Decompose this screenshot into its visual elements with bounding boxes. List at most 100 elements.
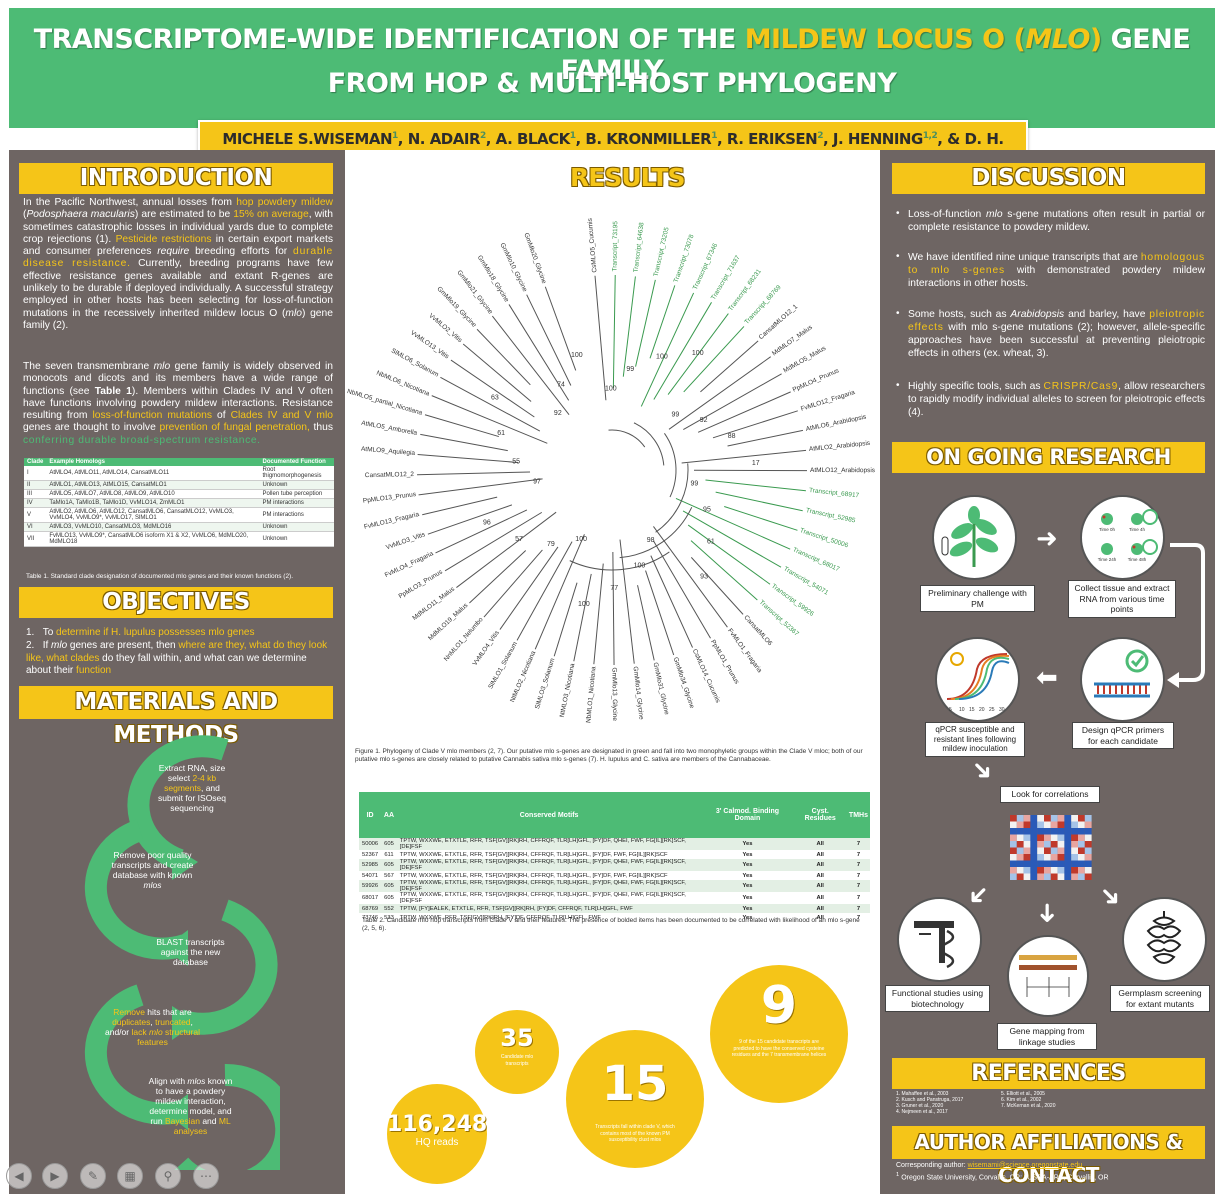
- table-cell: VII: [24, 531, 47, 547]
- support-value: 100: [605, 385, 617, 392]
- motif-table-header: ID: [359, 792, 382, 838]
- heatmap-cell: [1010, 867, 1017, 874]
- method-step-3: BLAST transcripts against the new databa…: [156, 937, 225, 967]
- title-highlight-end: ): [1089, 24, 1102, 55]
- table-cell: Root thigmomorphogenesis: [259, 466, 334, 481]
- heatmap-cell: [1064, 815, 1072, 822]
- qpcr-label: qPCR susceptible and resistant lines fol…: [925, 722, 1025, 757]
- zoom-icon[interactable]: ⚲: [155, 1163, 181, 1189]
- heatmap-cell: [1057, 847, 1065, 854]
- methods-arrow-2: [84, 819, 189, 960]
- stat-candidates: 35 Candidate mlo transcripts: [475, 1010, 559, 1094]
- heatmap-cell: [1050, 828, 1058, 835]
- heatmap-cell: [1030, 873, 1038, 880]
- slides-icon[interactable]: ▦: [117, 1163, 143, 1189]
- authors-bar: MICHELE S.WISEMAN1, N. ADAIR2, A. BLACK1…: [198, 120, 1028, 179]
- biotech-icon: [897, 897, 982, 982]
- heatmap-cell: [1010, 834, 1017, 841]
- heatmap-cell: [1064, 854, 1072, 861]
- tree-leaf-label: AtMLO12_Arabidopsis: [809, 466, 876, 474]
- tree-branch: [653, 526, 728, 628]
- table-cell: Pollen tube perception: [259, 489, 334, 499]
- heatmap-cell: [1084, 867, 1092, 874]
- table-cell: AtMLO4, AtMLO11, AtMLO14, CansatMLO11: [46, 466, 260, 481]
- motif-table-header: AA: [381, 792, 397, 838]
- support-value: 99: [690, 480, 698, 487]
- previous-icon[interactable]: ◀: [6, 1163, 32, 1189]
- tree-branch: [450, 359, 535, 418]
- method-step-5: Align with mlos known to have a powdery …: [148, 1076, 233, 1136]
- heatmap-cell: [1044, 860, 1051, 867]
- heatmap-cell: [1030, 821, 1038, 828]
- tree-branch: [675, 497, 791, 550]
- heatmap-cell: [1050, 815, 1058, 822]
- tree-leaf-label: Transcript_73195: [611, 221, 620, 272]
- support-value: 79: [547, 541, 555, 548]
- time-label-1: Time 4h: [1129, 527, 1146, 532]
- table-cell: 52985: [359, 859, 382, 871]
- heatmap-cell: [1078, 860, 1085, 867]
- methods-heading: MATERIALS AND METHODS: [19, 686, 333, 748]
- heatmap-cell: [1078, 847, 1085, 854]
- heatmap-cell: [1078, 815, 1085, 822]
- email-link[interactable]: wisemami@science.oregonstate.edu: [967, 1162, 1083, 1169]
- tree-branch: [499, 546, 559, 630]
- more-icon[interactable]: ⋯: [193, 1163, 219, 1189]
- title-highlight: MILDEW LOCUS O (: [744, 24, 1026, 55]
- support-value: 99: [672, 412, 680, 419]
- methods-arrowhead-4: [164, 1094, 188, 1130]
- discussion-bullet-3-marker: •: [896, 308, 900, 319]
- table-cell: All: [793, 838, 847, 850]
- heatmap-cell: [1037, 821, 1044, 828]
- discussion-bullet-4-marker: •: [896, 380, 900, 391]
- support-value: 100: [578, 601, 590, 608]
- heatmap-cell: [1064, 841, 1072, 848]
- heatmap-cell: [1071, 815, 1078, 822]
- heatmap-cell: [1030, 847, 1038, 854]
- heatmap-cell: [1044, 815, 1051, 822]
- table-cell: 50006: [359, 838, 382, 850]
- tree-branch: [417, 453, 519, 464]
- heatmap-cell: [1050, 834, 1058, 841]
- tree-branch: [424, 414, 499, 438]
- table-cell: 611: [384, 851, 394, 858]
- table-cell: PM interactions: [259, 498, 334, 508]
- tree-branch: [715, 491, 803, 512]
- ongoing-research-heading: ON GOING RESEARCH: [892, 442, 1205, 473]
- heatmap-cell: [1023, 841, 1031, 848]
- figure-1-caption: Figure 1. Phylogeny of Clade V mlo membe…: [355, 748, 863, 763]
- heatmap-cell: [1044, 847, 1051, 854]
- tree-branch: [687, 524, 771, 585]
- support-value: 61: [497, 430, 505, 437]
- heatmap-cell: [1044, 867, 1051, 874]
- heatmap-cell: [1016, 860, 1024, 867]
- table-cell: 567: [384, 872, 394, 879]
- table-row: 68769 552 TPTW, [FY]EALEK, ETXTLE, RFR, TS…: [359, 904, 870, 913]
- heatmap-cell: [1030, 867, 1038, 874]
- tree-branch: [681, 449, 807, 464]
- pen-icon[interactable]: ✎: [80, 1163, 106, 1189]
- table-cell: Yes: [742, 895, 753, 901]
- phylogeny-tree: 100 99 100 100 99 92 88 17 99 95 61 93 98 100 77 100 100…: [417, 275, 808, 665]
- table-cell: TPTW, WXXWE, RFR, TSF[GV][RK]RH, [FY]DF,…: [399, 914, 601, 921]
- tree-branch: [612, 275, 616, 389]
- heatmap-cell: [1057, 867, 1065, 874]
- heatmap-cell: [1071, 834, 1078, 841]
- heatmap-cell: [1057, 854, 1065, 861]
- table-row: 68017 605 TPTW, WXXWE, ETXTLE, RFR, TSF[GV…: [359, 892, 870, 904]
- heatmap-cell: [1071, 867, 1078, 874]
- table-row: 52985 605 TPTW, WXXWE, ETXTLE, RFR, TSF[GV…: [359, 859, 870, 871]
- heatmap-cell: [1010, 828, 1017, 835]
- methods-arrowhead-2: [164, 930, 188, 966]
- table-cell: 7: [856, 914, 861, 921]
- tree-branch: [593, 563, 604, 665]
- next-icon[interactable]: ▶: [42, 1163, 68, 1189]
- table-cell: All: [816, 851, 824, 858]
- tree-branch: [682, 510, 782, 568]
- table-row: 52367 611 TPTW, WXXWE, ETXTLE, RFR, TSF[GV…: [359, 850, 870, 859]
- table-cell: 7: [846, 838, 870, 850]
- motif-table-header: Conserved Motifs: [396, 792, 702, 838]
- heatmap-cell: [1010, 847, 1017, 854]
- heatmap-cell: [1010, 854, 1017, 861]
- time-label-0: Time 0h: [1099, 527, 1116, 532]
